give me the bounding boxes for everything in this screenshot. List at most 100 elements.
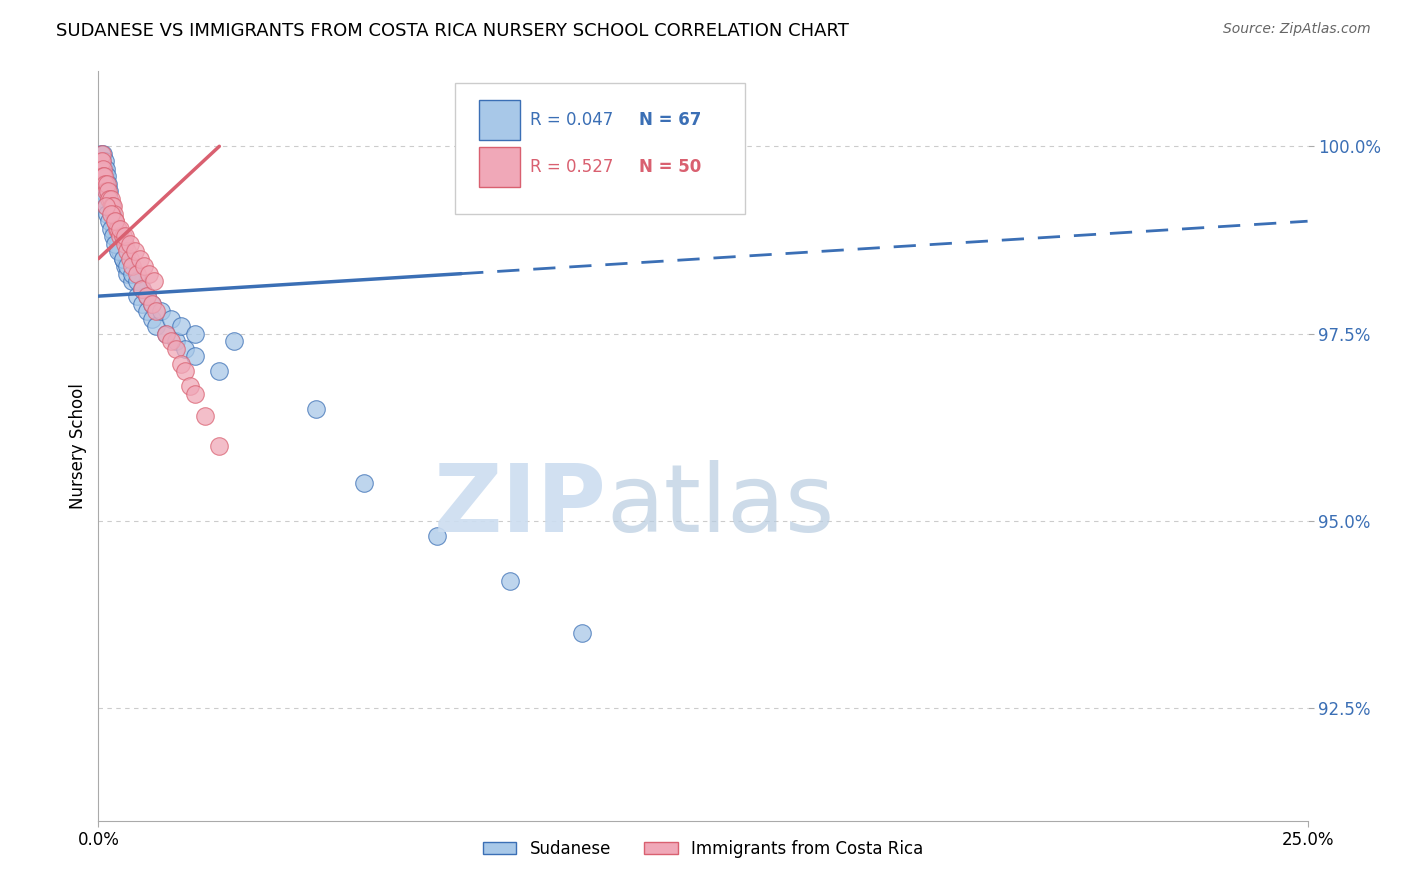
Point [96, 207, 118, 221]
Point [100, 221, 122, 235]
Point [108, 229, 131, 244]
Point [97, 184, 120, 198]
Point [117, 267, 139, 281]
Text: Source: ZipAtlas.com: Source: ZipAtlas.com [1223, 22, 1371, 37]
Point [131, 282, 153, 296]
Point [117, 259, 139, 273]
Point [104, 229, 127, 244]
Point [93, 192, 115, 206]
Point [91, 146, 114, 161]
Point [114, 259, 136, 273]
Point [101, 199, 124, 213]
Point [114, 236, 136, 251]
Point [91, 184, 114, 198]
Point [174, 342, 197, 356]
Point [131, 296, 153, 310]
Point [155, 326, 177, 341]
Point [90, 154, 112, 169]
Point [150, 304, 173, 318]
Point [145, 304, 167, 318]
Point [91, 177, 114, 191]
Point [104, 236, 127, 251]
Legend: Sudanese, Immigrants from Costa Rica: Sudanese, Immigrants from Costa Rica [477, 833, 929, 864]
Point [145, 319, 167, 334]
Point [96, 184, 118, 198]
Point [97, 184, 120, 198]
Point [131, 282, 153, 296]
Point [208, 364, 231, 378]
Text: R = 0.047: R = 0.047 [530, 112, 613, 129]
Text: SUDANESE VS IMMIGRANTS FROM COSTA RICA NURSERY SCHOOL CORRELATION CHART: SUDANESE VS IMMIGRANTS FROM COSTA RICA N… [56, 22, 849, 40]
Point [90, 161, 112, 176]
Point [135, 289, 157, 303]
Point [114, 229, 136, 244]
FancyBboxPatch shape [479, 100, 520, 140]
Point [571, 626, 593, 640]
Point [90, 146, 112, 161]
Point [105, 229, 128, 244]
Point [143, 274, 166, 288]
Point [353, 476, 375, 491]
Point [98, 192, 121, 206]
Point [100, 192, 122, 206]
Point [135, 289, 157, 303]
Point [174, 364, 197, 378]
Point [93, 177, 115, 191]
Point [93, 154, 115, 169]
Point [184, 386, 207, 401]
Point [96, 169, 118, 184]
Point [184, 326, 207, 341]
Point [121, 274, 143, 288]
Text: N = 67: N = 67 [638, 112, 702, 129]
Point [165, 334, 187, 348]
Point [155, 326, 177, 341]
Point [121, 259, 143, 273]
Point [184, 349, 207, 363]
Point [121, 267, 143, 281]
Point [118, 252, 141, 266]
Point [138, 267, 160, 281]
Point [96, 177, 118, 191]
Point [107, 236, 129, 251]
Point [91, 154, 114, 169]
Point [98, 214, 121, 228]
Point [101, 229, 124, 244]
Point [165, 342, 187, 356]
Point [141, 296, 163, 310]
Point [305, 401, 328, 416]
Point [98, 192, 121, 206]
Point [117, 244, 139, 259]
Point [141, 311, 163, 326]
Point [108, 244, 131, 259]
Point [107, 221, 129, 235]
Point [169, 319, 191, 334]
Point [91, 161, 114, 176]
Point [134, 259, 156, 273]
Point [128, 252, 150, 266]
Point [90, 146, 112, 161]
Point [90, 161, 112, 176]
Point [107, 244, 129, 259]
Point [104, 214, 127, 228]
Point [90, 154, 112, 169]
Point [127, 289, 149, 303]
Point [108, 221, 131, 235]
Point [118, 236, 141, 251]
Point [94, 177, 117, 191]
Point [105, 221, 128, 235]
Point [160, 334, 183, 348]
Point [111, 229, 134, 244]
Point [91, 154, 114, 169]
Point [103, 221, 125, 235]
Point [103, 207, 125, 221]
Point [94, 199, 117, 213]
Point [104, 214, 127, 228]
FancyBboxPatch shape [479, 147, 520, 187]
Y-axis label: Nursery School: Nursery School [69, 383, 87, 509]
Point [160, 311, 183, 326]
Point [101, 199, 124, 213]
Point [127, 267, 149, 281]
Point [94, 161, 117, 176]
Point [97, 192, 120, 206]
Point [222, 334, 245, 348]
